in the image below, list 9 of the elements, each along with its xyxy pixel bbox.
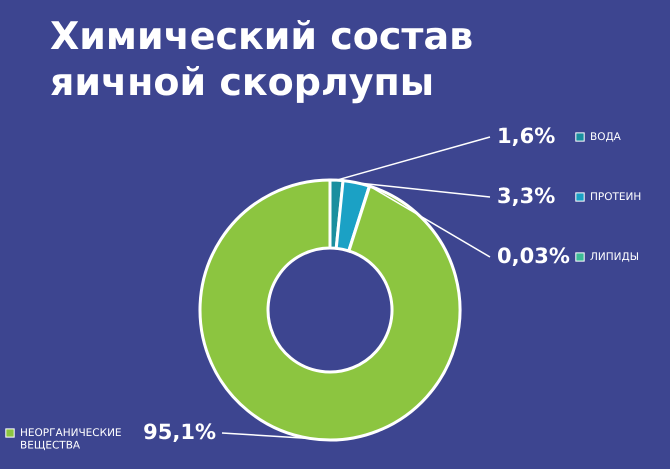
legend-label: ВОДА bbox=[590, 131, 622, 143]
chart-title: Химический состав яичной скорлупы bbox=[50, 14, 474, 104]
data-label: 3,3% bbox=[497, 184, 556, 208]
data-label: 1,6% bbox=[497, 124, 556, 148]
legend-label: НЕОРГАНИЧЕСКИЕ ВЕЩЕСТВА bbox=[20, 427, 122, 452]
legend-label: ЛИПИДЫ bbox=[590, 251, 639, 263]
legend-label: ПРОТЕИН bbox=[590, 191, 642, 203]
data-label: 0,03% bbox=[497, 244, 570, 268]
data-label: 95,1% bbox=[143, 420, 216, 444]
